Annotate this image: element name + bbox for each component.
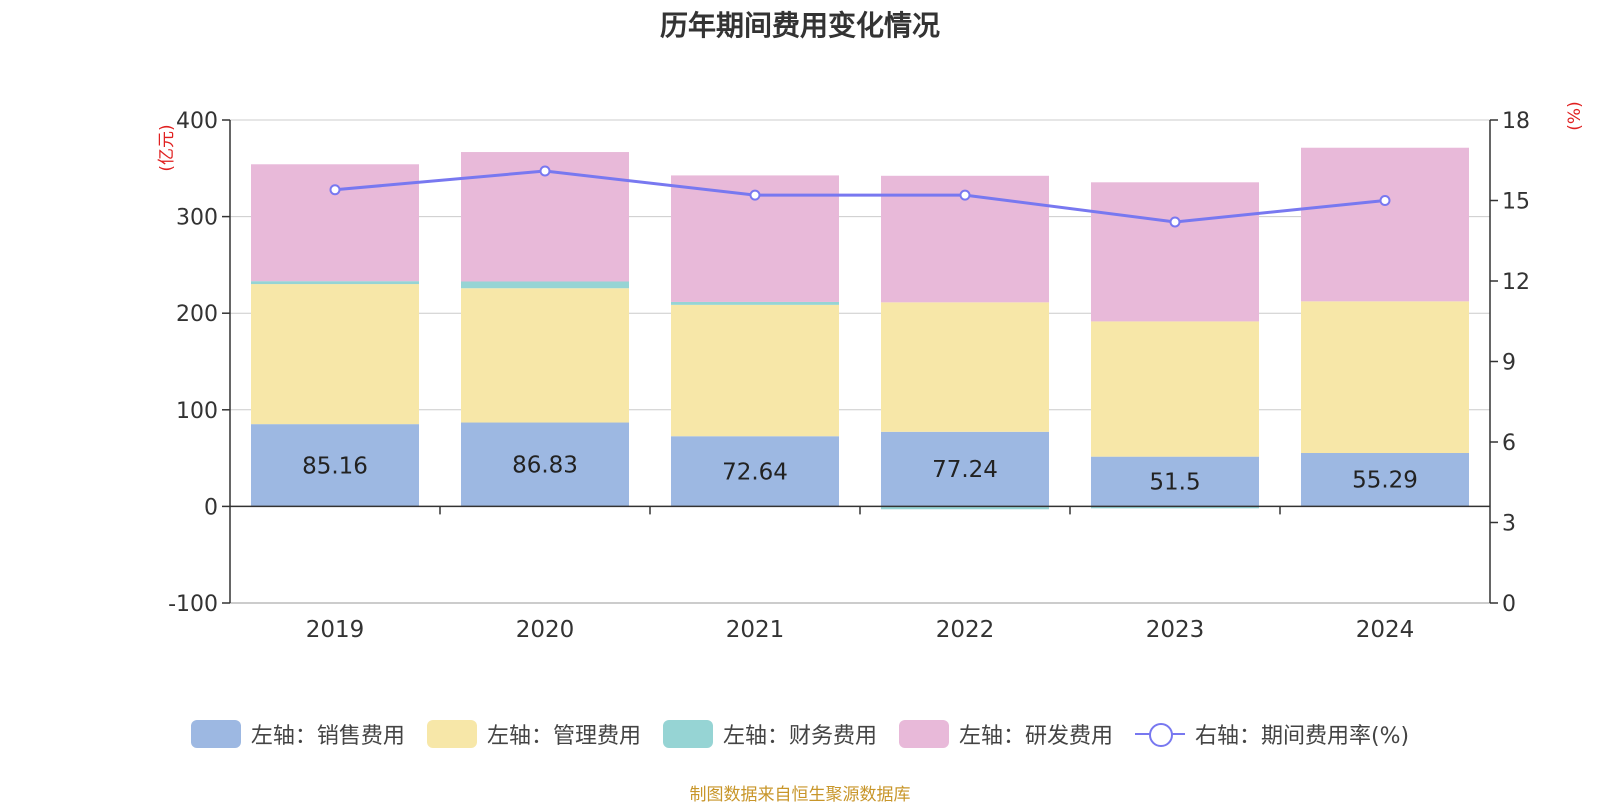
legend-item-sales[interactable]: 左轴：销售费用: [190, 718, 405, 750]
rate-point: [539, 165, 551, 177]
data-label: 86.83: [512, 452, 578, 478]
legend-swatch-finance: [662, 720, 713, 748]
bar-2-2023: [1091, 506, 1259, 509]
legend-label-admin: 左轴：管理费用: [486, 724, 641, 749]
rate-point: [959, 189, 971, 201]
y-axis-unit-right: (%): [1565, 101, 1585, 130]
y-tick-label-left: 200: [176, 302, 218, 327]
y-tick-label-right: 6: [1502, 431, 1516, 456]
x-tick-label: 2021: [726, 617, 785, 643]
y-tick-label-left: 0: [204, 495, 218, 520]
bar-0-2020: [461, 422, 629, 507]
x-tick-label: 2023: [1146, 617, 1205, 643]
legend-item-rnd[interactable]: 左轴：研发费用: [898, 718, 1113, 750]
y-tick-label-left: 100: [176, 399, 218, 424]
bar-1-2019: [251, 284, 419, 425]
legend-item-rate[interactable]: 右轴：期间费用率(%): [1134, 718, 1410, 750]
y-tick-label-left: 400: [176, 109, 218, 134]
bar-0-2021: [671, 436, 839, 507]
legend-swatch-rnd: [898, 720, 949, 748]
y-tick-label-right: 3: [1502, 512, 1516, 537]
y-tick-label-left: 300: [176, 206, 218, 231]
bar-0-2019: [251, 424, 419, 507]
bar-2-2022: [881, 506, 1049, 510]
rate-point: [1169, 216, 1181, 228]
bar-3-2019: [251, 164, 419, 282]
legend: 左轴：销售费用 左轴：管理费用 左轴：财务费用 左轴：研发费用 右轴：期间费用率…: [0, 718, 1600, 750]
source-note: 制图数据来自恒生聚源数据库: [689, 785, 911, 805]
y-tick-label-right: 15: [1502, 190, 1530, 215]
bar-2-2019: [251, 281, 419, 285]
data-label: 77.24: [932, 457, 998, 483]
chart-area: 85.16 86.83 72.64 77.24 51.5 55.29 -100 0 100 200…: [157, 101, 1585, 643]
bar-1-2021: [671, 304, 839, 437]
bar-3-2023: [1091, 182, 1259, 322]
legend-swatch-sales: [190, 720, 241, 748]
bar-0-2024: [1301, 452, 1469, 507]
rate-point: [329, 184, 341, 196]
legend-item-admin[interactable]: 左轴：管理费用: [426, 718, 641, 750]
legend-label-sales: 左轴：销售费用: [250, 724, 405, 749]
bar-3-2024: [1301, 147, 1469, 302]
data-label: 72.64: [722, 459, 788, 485]
chart-title: 历年期间费用变化情况: [659, 9, 940, 42]
data-label: 55.29: [1352, 468, 1418, 494]
legend-swatch-rate: [1134, 720, 1185, 748]
bar-1-2024: [1301, 301, 1469, 453]
bar-0-2023: [1091, 456, 1259, 507]
legend-item-finance[interactable]: 左轴：财务费用: [662, 718, 877, 750]
x-tick-label: 2022: [936, 617, 995, 643]
y-tick-label-right: 18: [1502, 109, 1530, 134]
bar-2-2021: [671, 301, 839, 305]
bar-1-2023: [1091, 321, 1259, 457]
x-tick-label: 2020: [516, 617, 575, 643]
bar-1-2022: [881, 302, 1049, 432]
data-label: 85.16: [302, 453, 368, 479]
x-tick-label: 2019: [306, 617, 365, 643]
x-tick-label: 2024: [1356, 617, 1415, 643]
y-axis-unit-left: (亿元): [157, 124, 177, 171]
legend-label-finance: 左轴：财务费用: [722, 724, 877, 749]
data-label: 51.5: [1149, 470, 1200, 496]
y-tick-label-right: 0: [1502, 592, 1516, 617]
rate-point: [749, 189, 761, 201]
y-tick-label-right: 9: [1502, 351, 1516, 376]
legend-label-rate: 右轴：期间费用率(%): [1194, 724, 1410, 749]
bar-1-2020: [461, 288, 629, 423]
bar-2-2020: [461, 281, 629, 289]
y-tick-label-left: -100: [168, 592, 218, 617]
y-tick-label-right: 12: [1502, 270, 1530, 295]
bar-0-2022: [881, 431, 1049, 507]
legend-label-rnd: 左轴：研发费用: [958, 724, 1113, 749]
rate-point: [1379, 195, 1391, 206]
rate-line: [334, 169, 1386, 224]
legend-swatch-admin: [426, 720, 477, 748]
